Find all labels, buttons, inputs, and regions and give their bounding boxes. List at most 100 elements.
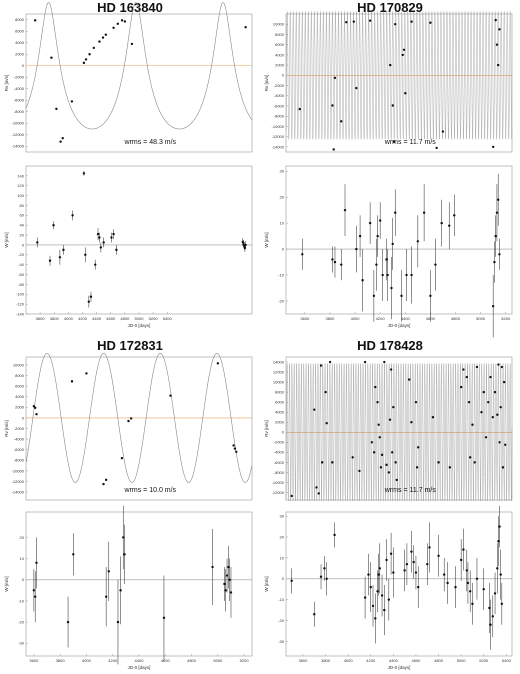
data-point xyxy=(229,591,233,594)
data-point xyxy=(491,305,495,308)
y-tick-label: -6000 xyxy=(14,98,25,103)
data-point xyxy=(437,554,440,558)
data-point xyxy=(499,573,502,576)
data-point xyxy=(493,390,497,394)
data-point xyxy=(32,589,36,592)
x-tick-label: 3600 xyxy=(300,316,310,321)
data-point xyxy=(94,263,97,266)
data-point xyxy=(394,461,397,464)
data-point xyxy=(387,598,391,601)
y-tick-label: 4000 xyxy=(15,40,25,45)
data-point xyxy=(98,236,101,239)
data-point xyxy=(333,76,337,80)
data-point xyxy=(446,581,449,585)
data-point xyxy=(324,390,327,394)
data-point xyxy=(82,172,86,175)
y-tick-label: -14000 xyxy=(12,489,25,494)
y-tick-label: 8000 xyxy=(275,390,285,395)
x-tick-label: 4600 xyxy=(411,658,421,663)
data-point xyxy=(440,221,443,225)
residual-plot-hd-172831: -30 -20 -10 0 10 20 3600 3800 4000 4200 4400 4600 48… xyxy=(4,505,253,670)
residual-plot-hd-170829: -20 -10 0 10 20 30 3600 3800 4000 4200 4400 4600 480… xyxy=(264,165,513,338)
data-point xyxy=(426,562,429,566)
data-point xyxy=(363,360,367,364)
data-point xyxy=(410,550,413,553)
x-tick-label: 4800 xyxy=(434,658,444,663)
y-tick-label: -120 xyxy=(16,302,25,307)
data-point xyxy=(374,617,377,620)
x-tick-label: 4200 xyxy=(366,658,376,663)
data-point xyxy=(233,447,237,450)
data-point xyxy=(494,234,497,238)
data-point xyxy=(232,444,235,447)
data-point xyxy=(216,362,220,365)
residual-plot-hd-178428: -30 -20 -10 0 10 20 30 3600 3800 4000 4200 4400 4600… xyxy=(264,505,513,670)
chart-hd-163840: HD 163840 -14000 -12000 -10000 -8000 -6000 -4… xyxy=(0,0,260,330)
data-point xyxy=(85,372,88,375)
data-point xyxy=(495,211,499,214)
y-tick-label: -14000 xyxy=(12,144,25,149)
data-point xyxy=(391,451,394,454)
data-point xyxy=(96,232,100,236)
data-point xyxy=(290,579,293,583)
y-tick-label: 30 xyxy=(280,514,285,519)
model-curve xyxy=(25,2,253,130)
data-point xyxy=(389,63,392,67)
data-point xyxy=(417,446,420,449)
y-tick-label: 100 xyxy=(17,193,24,198)
x-tick-label: 4800 xyxy=(120,316,130,321)
y-axis-label: W [m/s] xyxy=(4,232,9,247)
y-tick-label: -10 xyxy=(278,597,285,602)
data-point xyxy=(368,221,372,225)
data-point xyxy=(112,26,115,29)
y-tick-label: -20 xyxy=(18,252,25,257)
data-point xyxy=(298,107,302,111)
data-point xyxy=(72,553,75,556)
data-point xyxy=(496,198,500,201)
y-tick-label: 6000 xyxy=(15,29,25,34)
wrms-annotation: wrms = 11.7 m/s xyxy=(384,487,437,494)
wrms-annotation: wrms = 10.0 m/s xyxy=(124,487,177,494)
chart-hd-170829: HD 170829 -14000 -12000 -10000 -8000 -6000 -4… xyxy=(260,0,520,338)
y-tick-label: 6000 xyxy=(15,384,25,389)
data-point xyxy=(120,456,124,460)
y-tick-label: -8000 xyxy=(14,458,25,463)
data-point xyxy=(395,478,398,482)
x-tick-label: 3600 xyxy=(29,658,39,663)
data-point xyxy=(500,365,504,369)
y-tick-label: 80 xyxy=(20,203,25,208)
y-tick-label: 6000 xyxy=(275,42,285,47)
data-point xyxy=(471,423,474,426)
y-tick-label: -100 xyxy=(16,292,25,297)
data-point xyxy=(489,375,492,379)
y-tick-label: -12000 xyxy=(272,134,285,139)
data-point xyxy=(468,456,472,459)
data-point xyxy=(33,406,37,410)
data-point xyxy=(328,360,332,364)
data-point xyxy=(491,145,495,149)
data-point xyxy=(385,258,388,261)
data-point xyxy=(99,246,103,249)
plot-frame xyxy=(25,165,253,315)
y-tick-label: -20 xyxy=(18,620,25,625)
y-tick-label: -12000 xyxy=(272,490,285,495)
x-tick-label: 4000 xyxy=(82,658,92,663)
model-curve xyxy=(285,10,513,140)
x-tick-label: 4600 xyxy=(106,316,116,321)
x-tick-label: 5200 xyxy=(240,658,250,663)
x-tick-label: 3800 xyxy=(56,658,66,663)
data-point xyxy=(495,43,499,46)
data-point xyxy=(496,567,499,570)
data-point xyxy=(468,590,472,593)
y-tick-label: 0 xyxy=(22,63,25,68)
data-point xyxy=(358,234,362,238)
data-point xyxy=(385,463,388,467)
data-point xyxy=(493,592,497,595)
data-point xyxy=(89,295,93,298)
y-tick-label: 60 xyxy=(20,213,25,218)
y-tick-label: 2000 xyxy=(275,63,285,68)
data-point xyxy=(415,466,419,469)
y-tick-label: 2000 xyxy=(15,52,25,57)
x-tick-label: 5000 xyxy=(457,658,467,663)
data-point xyxy=(372,451,376,454)
